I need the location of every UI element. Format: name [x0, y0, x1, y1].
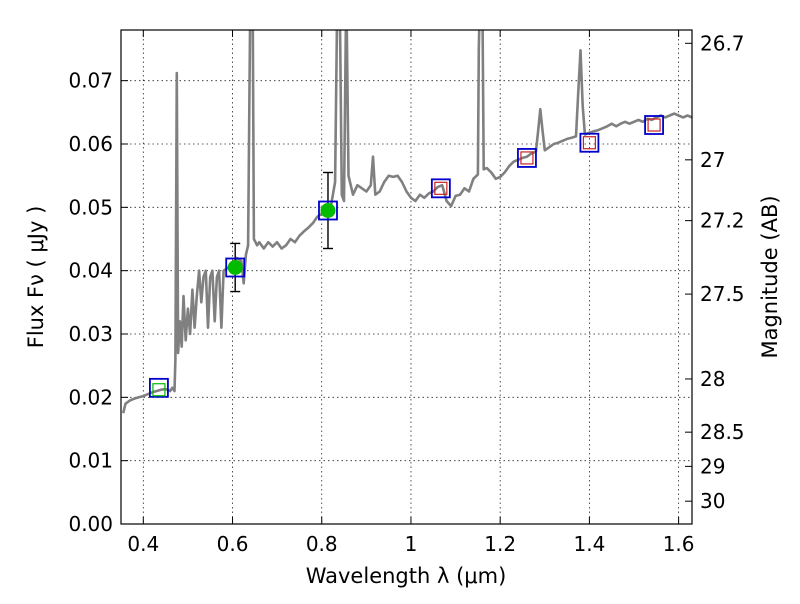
y-tick-label: 0.04	[68, 259, 113, 283]
x-tick-label: 0.6	[217, 532, 249, 556]
y2-tick-label: 28	[700, 367, 725, 391]
x-tick-label: 1	[405, 532, 418, 556]
y2-axis-label: Magnitude (AB)	[758, 195, 782, 358]
model-photometry-square	[149, 377, 169, 398]
y-tick-label: 0.01	[68, 449, 113, 473]
predicted-flux-square	[152, 383, 166, 397]
y2-tick-label: 27.2	[700, 209, 745, 233]
model-photometry-square	[318, 200, 338, 221]
x-tick-label: 1.2	[484, 532, 516, 556]
predicted-flux-square	[582, 136, 596, 150]
model-spectrum-line	[121, 30, 692, 414]
model-photometry-square	[225, 257, 246, 278]
observed-flux-point	[320, 203, 336, 218]
model-photometry-square	[644, 115, 664, 135]
y-tick-label: 0.03	[68, 322, 113, 346]
observed-flux-point	[227, 260, 243, 275]
ticks: 0.4 0.6 0.8 1 1.2 1.4 1.6 0.00 0.01 0.02 0.03 0.04 0…	[68, 30, 745, 556]
predicted-flux-square	[647, 118, 661, 132]
y2-tick-label: 27.5	[700, 282, 745, 306]
x-tick-label: 1.4	[573, 532, 605, 556]
y2-tick-label: 27	[700, 148, 725, 172]
plot-data	[121, 30, 692, 414]
model-photometry-square	[517, 148, 537, 168]
y-tick-label: 0.07	[68, 69, 113, 93]
y-tick-label: 0.06	[68, 132, 113, 156]
plot-frame	[120, 29, 693, 525]
y-tick-label: 0.02	[68, 385, 113, 409]
model-photometry-square	[430, 178, 451, 199]
model-photometry-square	[579, 132, 600, 153]
x-tick-label: 1.6	[663, 532, 695, 556]
y2-tick-label: 29	[700, 454, 725, 478]
x-axis-label: Wavelength λ (μm)	[306, 564, 507, 588]
predicted-flux-square	[434, 181, 448, 195]
y-axis-label: Flux Fν ( μJy )	[24, 206, 48, 349]
y2-tick-label: 26.7	[700, 31, 745, 55]
y-tick-label: 0.00	[68, 512, 113, 536]
predicted-flux-square	[520, 151, 534, 165]
x-tick-label: 0.8	[306, 532, 338, 556]
x-tick-label: 0.4	[127, 532, 159, 556]
y2-tick-label: 28.5	[700, 420, 745, 444]
y-tick-label: 0.05	[68, 195, 113, 219]
y2-tick-label: 30	[700, 489, 725, 513]
